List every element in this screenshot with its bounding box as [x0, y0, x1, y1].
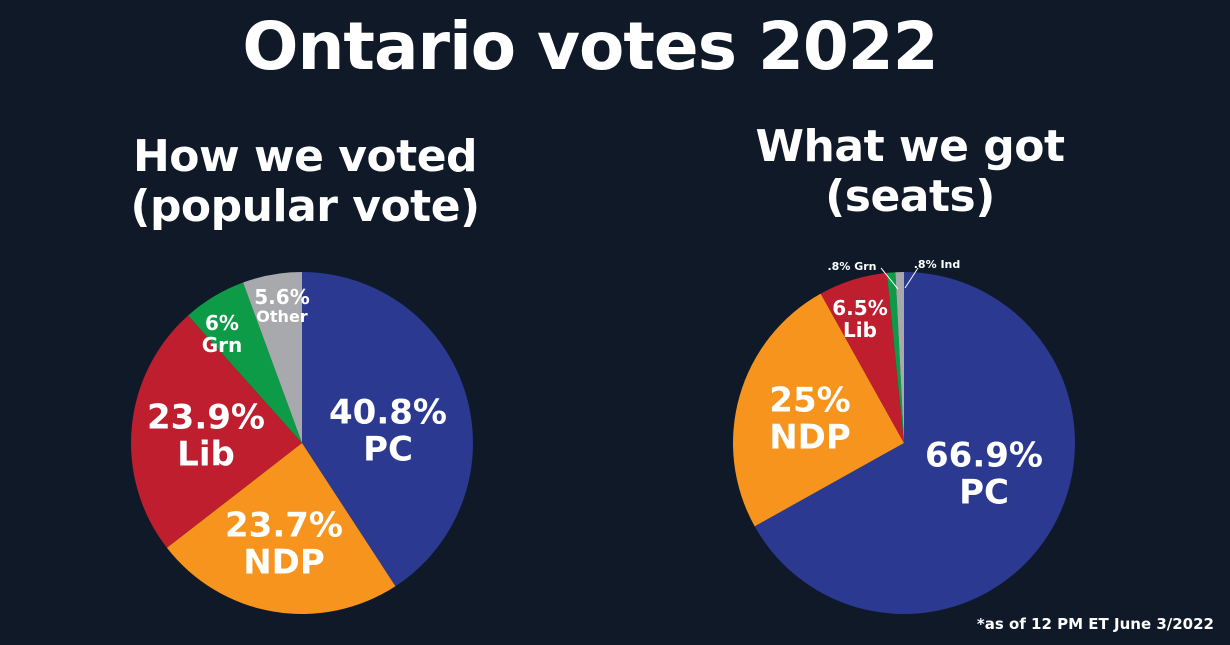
pie-slice-0-pc: [302, 272, 474, 587]
left-label-other: 5.6% Other: [254, 285, 310, 327]
left-label-lib: 23.9% Lib: [147, 397, 265, 475]
left-title-line-2: (popular vote): [130, 181, 480, 232]
ind-leader-line: [904, 267, 919, 289]
right-chart-title: What we got (seats): [710, 122, 1110, 222]
pie-slice-1-lib: [820, 272, 904, 443]
right-label-ind: .8% Ind: [913, 257, 961, 271]
right-label-ndp: 25% NDP: [769, 380, 851, 458]
grn-leader-line: [880, 267, 899, 290]
right-title-line-1: What we got: [755, 121, 1065, 172]
page-title: Ontario votes 2022: [242, 8, 938, 85]
right-title-line-2: (seats): [825, 171, 995, 222]
pie-slice-1-grn: [886, 272, 904, 443]
pie-slice-0-ndp: [166, 443, 396, 614]
right-label-grn: .8% Grn: [827, 259, 877, 273]
right-label-lib: 6.5% Lib: [832, 296, 888, 342]
left-title-line-1: How we voted: [132, 131, 478, 182]
left-chart-title: How we voted (popular vote): [100, 132, 510, 232]
pie-slice-0-grn: [188, 282, 302, 443]
left-label-grn: 6% Grn: [201, 311, 243, 357]
pie-slice-0-other: [243, 272, 302, 443]
pie-slice-1-pc: [754, 272, 1075, 615]
pie-slice-1-ndp: [733, 293, 904, 527]
pie-slice-0-lib: [130, 315, 302, 548]
left-label-ndp: 23.7% NDP: [225, 505, 343, 583]
left-label-pc: 40.8% PC: [329, 392, 447, 470]
pie-slice-1-ind: [895, 272, 904, 443]
right-label-pc: 66.9% PC: [925, 435, 1043, 513]
footnote: *as of 12 PM ET June 3/2022: [976, 615, 1214, 633]
